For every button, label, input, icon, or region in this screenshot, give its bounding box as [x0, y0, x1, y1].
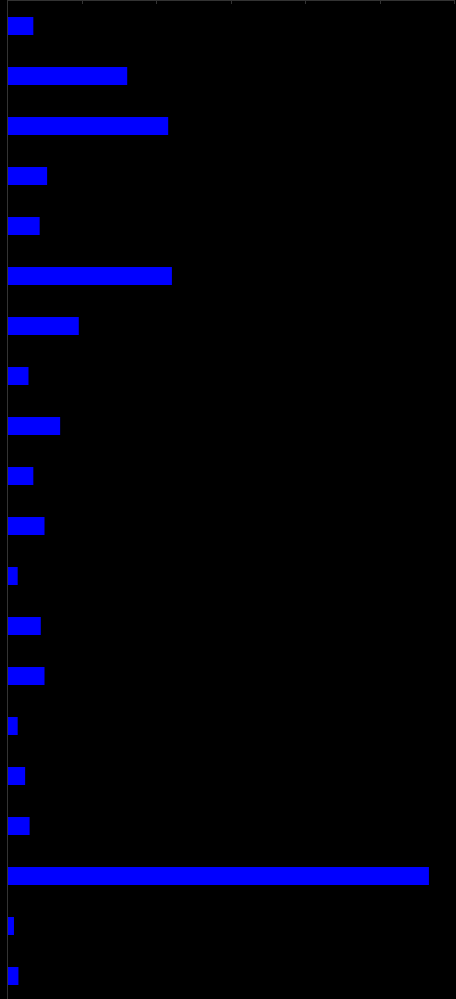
- bar-5: [8, 217, 40, 235]
- bar-2: [8, 67, 128, 85]
- bar-9: [8, 417, 61, 435]
- bar-6: [8, 267, 172, 285]
- bar-12: [8, 567, 18, 585]
- bar-17: [8, 817, 30, 835]
- bar-3: [8, 117, 169, 135]
- bar-20: [8, 967, 19, 985]
- bar-19: [8, 917, 14, 935]
- bar-16: [8, 767, 26, 785]
- bar-11: [8, 517, 45, 535]
- bar-4: [8, 167, 48, 185]
- bar-15: [8, 717, 18, 735]
- bar-8: [8, 367, 29, 385]
- bar-series: [8, 17, 429, 985]
- bar-10: [8, 467, 34, 485]
- bar-14: [8, 667, 45, 685]
- bar-1: [8, 17, 34, 35]
- bar-7: [8, 317, 79, 335]
- bar-18: [8, 867, 429, 885]
- bar-13: [8, 617, 41, 635]
